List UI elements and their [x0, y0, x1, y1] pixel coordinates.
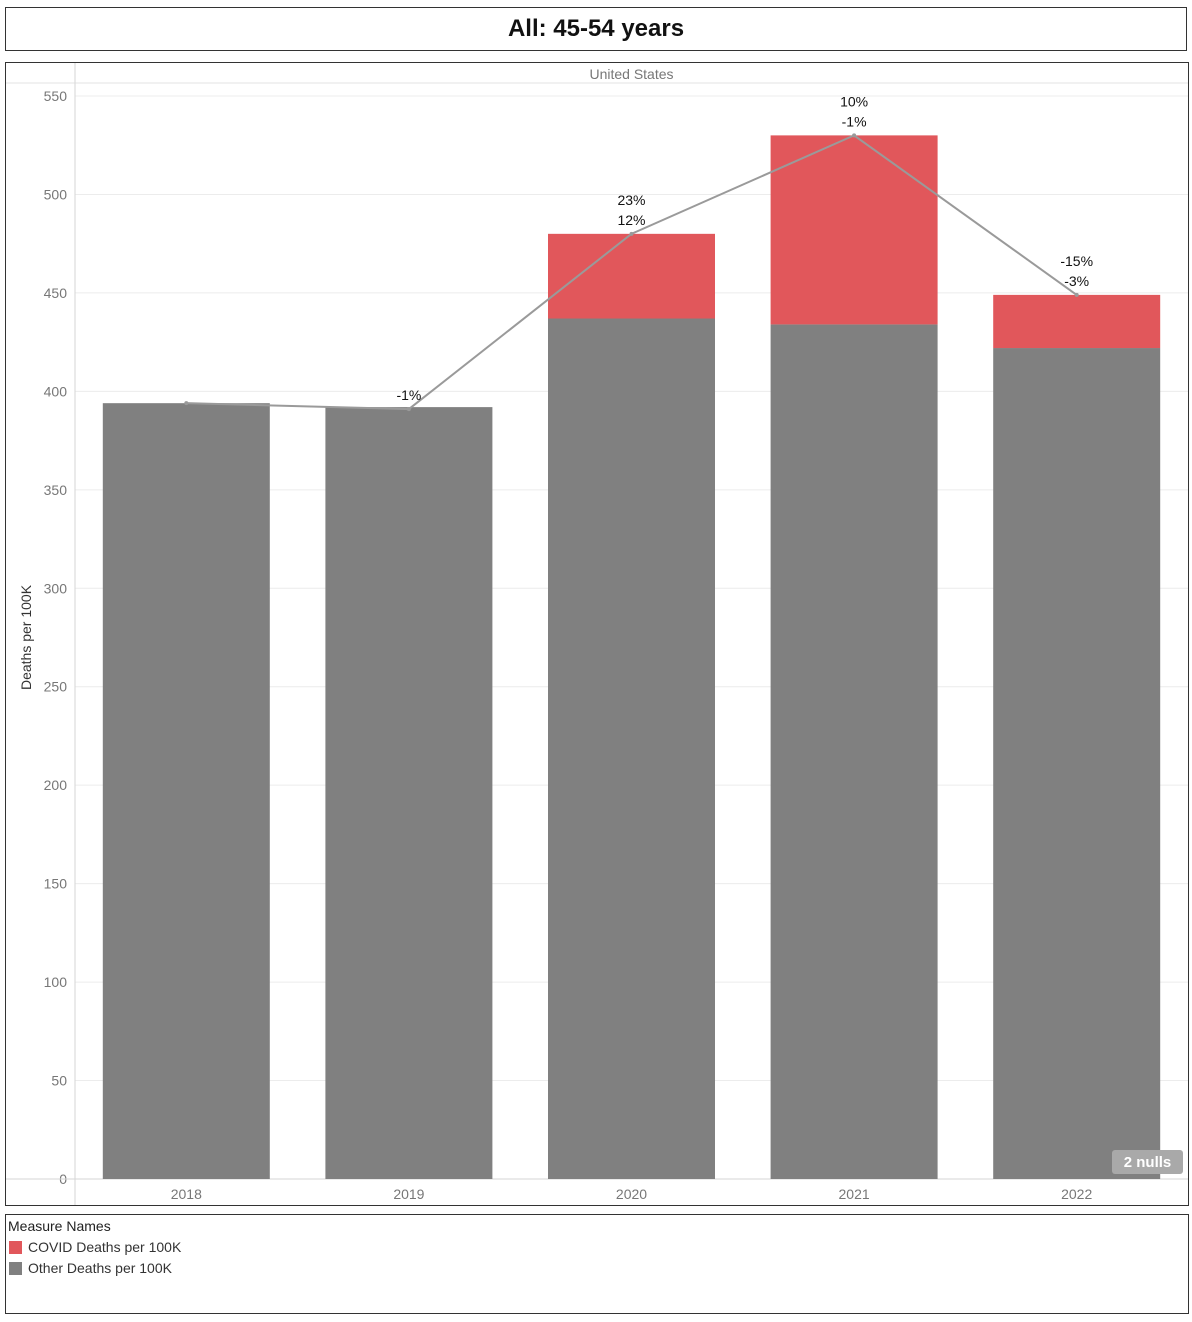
bar-covid-2020 [548, 233, 715, 319]
legend: Measure Names COVID Deaths per 100K Othe… [5, 1214, 1189, 1314]
bar-covid-2021 [770, 135, 938, 325]
annotation-2021-0: 10% [840, 93, 868, 109]
y-tick-200: 200 [44, 777, 68, 793]
title-box: All: 45-54 years [5, 7, 1187, 51]
y-tick-350: 350 [44, 482, 68, 498]
y-tick-400: 400 [44, 383, 68, 399]
nulls-badge-label: 2 nulls [1124, 1154, 1172, 1171]
annotation-2022-1: -3% [1064, 273, 1089, 289]
y-tick-250: 250 [44, 679, 68, 695]
line-point-2022 [1074, 292, 1079, 297]
line-point-2019 [406, 407, 411, 412]
y-tick-50: 50 [51, 1073, 67, 1089]
chart-svg: United States050100150200250300350400450… [6, 63, 1188, 1205]
y-tick-550: 550 [44, 88, 68, 104]
chart-area: United States 0 50 100 150 200 250 300 350 400 450… [5, 62, 1189, 1206]
x-tick-2021: 2021 [839, 1186, 870, 1202]
legend-label-other: Other Deaths per 100K [28, 1260, 172, 1276]
panel-header: United States [589, 66, 673, 82]
legend-item-other[interactable]: Other Deaths per 100K [9, 1260, 172, 1276]
line-point-2021 [852, 133, 857, 138]
bar-other-2018 [102, 403, 270, 1179]
legend-swatch-other [9, 1261, 22, 1275]
annotation-2021-1: -1% [842, 113, 867, 129]
annotation-2022-0: -15% [1060, 253, 1093, 269]
nulls-badge[interactable]: 2 nulls [1112, 1150, 1183, 1174]
x-tick-2018: 2018 [171, 1186, 202, 1202]
y-axis-label: Deaths per 100K [18, 584, 34, 690]
x-tick-2019: 2019 [393, 1186, 424, 1202]
bar-covid-2022 [993, 294, 1161, 349]
legend-title: Measure Names [8, 1218, 111, 1234]
line-point-2020 [629, 231, 634, 236]
annotation-2019-0: -1% [396, 387, 421, 403]
annotation-2020-1: 12% [617, 212, 645, 228]
nulls-badge-bg [1112, 1150, 1183, 1174]
chart-title: All: 45-54 years [507, 15, 685, 42]
annotation-2020-0: 23% [617, 192, 645, 208]
y-tick-450: 450 [44, 285, 68, 301]
x-tick-2020: 2020 [616, 1186, 647, 1202]
legend-label-covid: COVID Deaths per 100K [28, 1239, 182, 1255]
y-tick-100: 100 [44, 974, 68, 990]
bar-other-2022 [993, 348, 1161, 1179]
y-tick-150: 150 [44, 876, 68, 892]
bar-other-2020 [548, 318, 715, 1179]
legend-item-covid[interactable]: COVID Deaths per 100K [9, 1239, 181, 1255]
bar-other-2019 [325, 407, 493, 1180]
x-tick-2022: 2022 [1061, 1186, 1092, 1202]
legend-swatch-covid [9, 1240, 22, 1254]
line-point-2018 [184, 401, 189, 406]
bar-other-2021 [770, 324, 938, 1179]
y-tick-300: 300 [44, 580, 68, 596]
y-tick-500: 500 [44, 186, 68, 202]
